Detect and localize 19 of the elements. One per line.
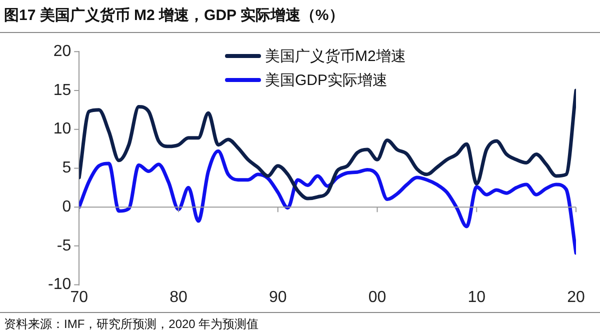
line-series <box>79 88 576 200</box>
legend-label: 美国GDP实际增速 <box>265 70 388 90</box>
line-series <box>79 149 576 255</box>
x-tick-label: 90 <box>268 288 287 306</box>
y-tick-label: 10 <box>53 120 72 138</box>
legend-label: 美国广义货币M2增速 <box>265 46 406 66</box>
y-tick-label: 20 <box>53 43 72 60</box>
y-tick-label: 5 <box>62 160 72 177</box>
y-tick-label: 0 <box>62 198 72 216</box>
text: 资料来源：IMF，研究所预测，2020 年为预测值 <box>4 316 259 333</box>
chart-title: 图17 美国广义货币 M2 增速，GDP 实际增速（%） <box>4 6 344 25</box>
x-tick-label: 70 <box>70 288 88 306</box>
x-tick-label: 20 <box>567 288 585 306</box>
y-tick-label: -5 <box>56 237 72 254</box>
x-tick-label: 10 <box>468 288 486 306</box>
x-tick-label: 80 <box>170 288 188 306</box>
y-tick-label: -10 <box>48 276 72 294</box>
y-tick-label: 15 <box>53 82 72 99</box>
x-tick-label: 00 <box>368 288 386 306</box>
